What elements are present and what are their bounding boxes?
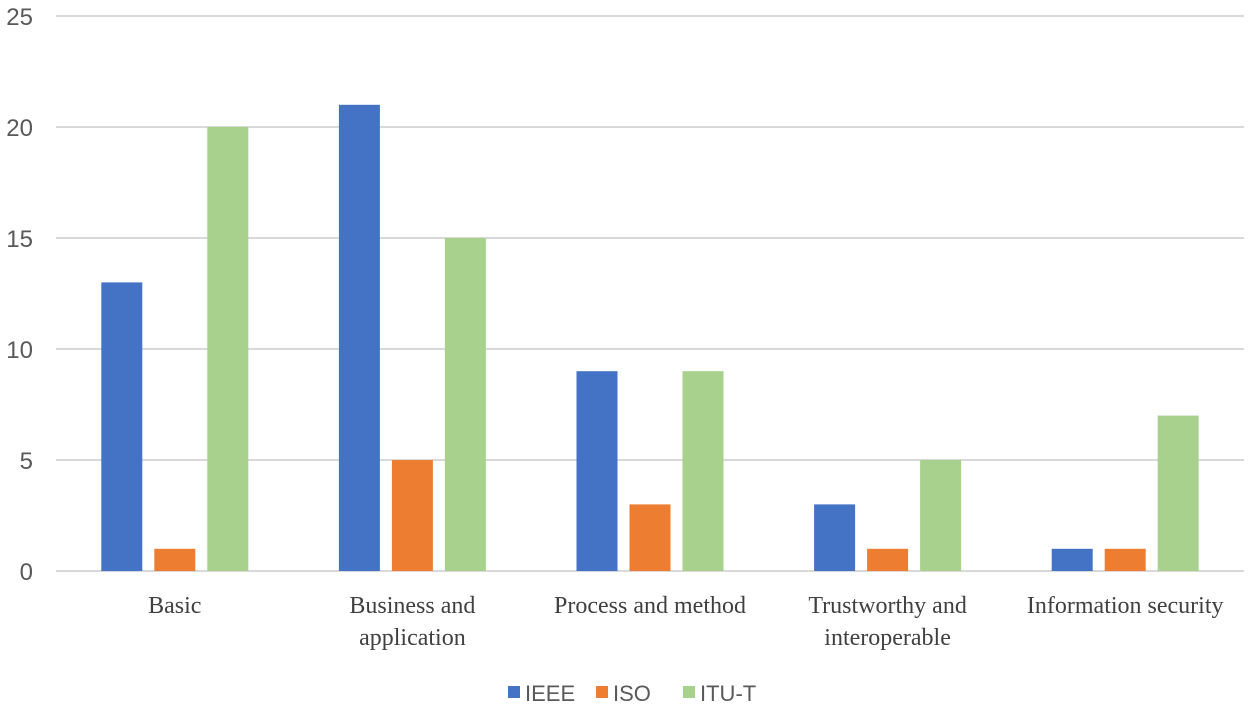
y-tick-label: 5 (20, 448, 33, 475)
y-tick-label: 10 (6, 337, 33, 364)
bar-ieee-2 (576, 371, 618, 571)
x-axis-labels: Basic Business and application Process and … (148, 593, 1223, 651)
legend-label-ieee: IEEE (525, 681, 575, 706)
bar-itu-t-4 (1157, 415, 1199, 571)
bar-itu-t-3 (920, 460, 962, 571)
bar-itu-t-0 (207, 127, 249, 571)
bars (101, 104, 1199, 572)
y-tick-label: 20 (6, 115, 33, 142)
legend: IEEE ISO ITU-T (508, 681, 756, 706)
y-tick-label: 0 (20, 559, 33, 586)
legend-marker-ieee (508, 686, 520, 698)
gridlines (56, 15, 1244, 572)
x-category-label: Trustworthy and (808, 593, 966, 619)
x-category-label: Basic (148, 593, 201, 619)
y-tick-label: 15 (6, 226, 33, 253)
bar-iso-3 (867, 548, 909, 571)
x-category-label: application (359, 625, 466, 651)
x-category-label: Process and method (554, 593, 746, 619)
bar-iso-4 (1104, 548, 1146, 571)
legend-label-itu-t: ITU-T (700, 681, 756, 706)
bar-iso-1 (391, 460, 433, 571)
bar-iso-0 (154, 548, 196, 571)
bar-itu-t-1 (444, 238, 486, 571)
x-category-label: Business and (349, 593, 475, 619)
bar-iso-2 (629, 504, 671, 571)
x-category-label: interoperable (824, 625, 951, 651)
bar-itu-t-2 (682, 371, 724, 571)
bar-ieee-0 (101, 282, 143, 571)
legend-label-iso: ISO (613, 681, 651, 706)
legend-marker-iso (596, 686, 608, 698)
bar-ieee-4 (1051, 548, 1093, 571)
bar-ieee-3 (814, 504, 856, 571)
x-category-label: Information security (1027, 593, 1224, 619)
y-axis-ticks: 0 5 10 15 20 25 (6, 4, 33, 586)
y-tick-label: 25 (6, 4, 33, 31)
legend-marker-itu-t (683, 686, 695, 698)
bar-ieee-1 (338, 104, 380, 572)
